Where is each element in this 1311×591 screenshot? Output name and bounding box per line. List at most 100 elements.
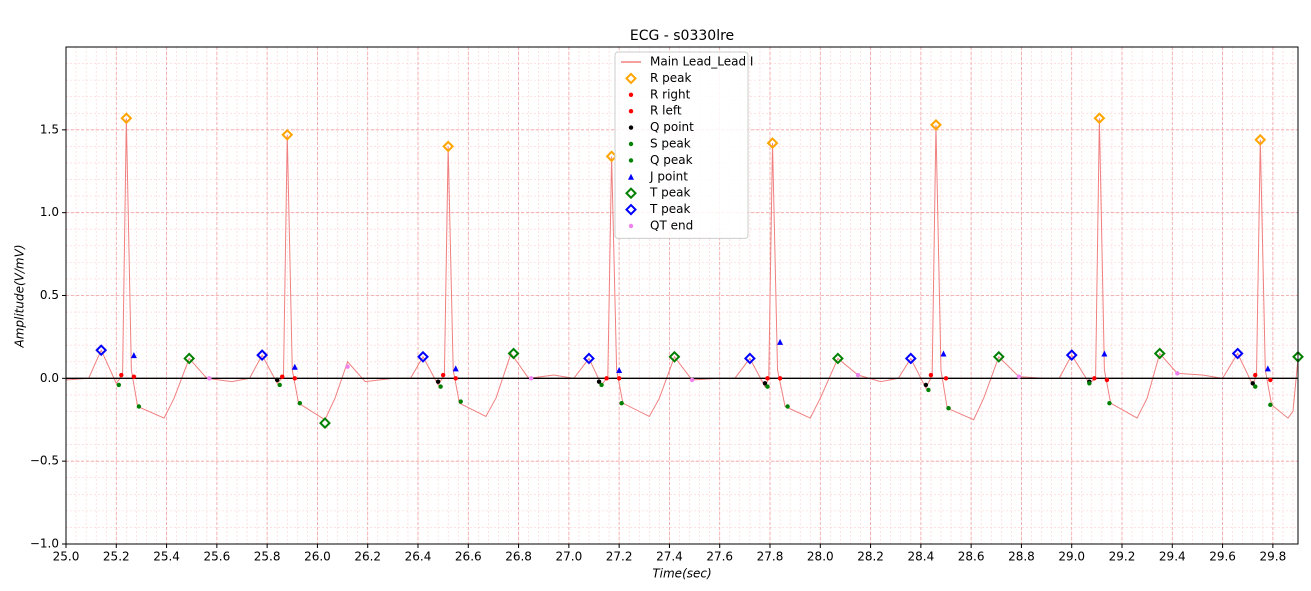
point-marker [785,404,790,409]
point-marker [940,350,947,357]
point-marker [1087,381,1092,386]
x-tick-label: 26.6 [455,550,482,564]
x-tick-label: 26.4 [405,550,432,564]
x-tick-label: 29.4 [1159,550,1186,564]
point-marker [130,352,137,359]
legend-label: Q point [650,120,694,134]
legend-label: R left [650,104,682,118]
point-marker [992,350,1005,363]
point-marker [762,381,768,386]
x-tick-label: 25.2 [103,550,130,564]
x-tick-label: 28.6 [958,550,985,564]
point-marker [831,352,844,365]
point-marker [1104,377,1110,383]
x-tick-label: 25.6 [203,550,230,564]
legend-swatch [625,187,637,200]
point-marker [440,372,446,378]
point-marker [256,349,269,362]
point-marker [943,376,949,381]
x-tick-label: 27.0 [555,550,582,564]
point-marker [1016,374,1022,379]
legend-swatch [628,223,634,229]
point-marker [1107,400,1112,406]
legend-label: QT end [650,219,693,233]
point-marker [855,372,861,378]
x-tick-label: 28.0 [807,550,834,564]
legend-label: T peak [649,186,690,200]
x-tick-label: 29.6 [1209,550,1236,564]
point-marker [765,376,770,381]
y-tick-label: 1.0 [40,205,59,219]
point-marker [599,382,604,388]
point-marker [1254,133,1267,146]
y-tick-label: −1.0 [30,537,59,551]
point-marker [275,377,280,383]
point-marker [1153,347,1166,360]
legend-label: Main Lead_Lead I [650,55,753,69]
legend-swatch [628,173,634,180]
point-marker [1231,347,1244,360]
point-marker [1101,350,1108,357]
legend-swatch [628,158,634,163]
point-marker [777,338,784,345]
point-marker [452,365,459,372]
point-marker [136,404,142,409]
point-marker [923,382,929,388]
point-marker [604,376,609,381]
y-tick-label: −0.5 [30,454,59,468]
point-marker [765,384,770,389]
point-marker [1065,349,1078,362]
x-tick-label: 29.0 [1058,550,1085,564]
legend-swatch [628,92,634,98]
point-marker [668,350,681,363]
point-marker [1175,371,1180,376]
point-marker [930,118,942,131]
point-marker [120,112,133,125]
point-marker [95,344,108,357]
point-marker [345,364,350,369]
legend-label: R peak [650,71,692,85]
point-marker [743,352,756,365]
legend-swatch [625,203,637,216]
point-marker [946,405,951,411]
point-marker [442,140,455,153]
point-marker [1092,376,1097,381]
x-tick-label: 27.6 [706,550,733,564]
y-axis-label: Amplitude(V/mV) [13,244,27,348]
point-marker [777,376,783,381]
point-marker [616,367,623,374]
point-marker [207,376,212,381]
x-tick-label: 28.2 [857,550,884,564]
legend-swatch [628,109,634,114]
point-marker [319,417,331,429]
point-marker [458,399,463,404]
x-tick-label: 25.0 [53,550,80,564]
point-marker [619,400,624,406]
x-tick-label: 29.8 [1259,550,1286,564]
point-marker [292,376,297,381]
point-marker [1264,365,1271,372]
point-marker [616,376,622,381]
x-tick-label: 26.8 [505,550,532,564]
point-marker [417,350,429,363]
x-tick-label: 28.8 [1008,550,1035,564]
point-marker [281,128,294,141]
legend-swatch [628,125,634,130]
point-marker [904,352,917,365]
x-tick-label: 28.4 [907,550,934,564]
x-tick-label: 29.2 [1109,550,1136,564]
y-tick-label: 0.5 [40,288,59,302]
point-marker [453,376,458,381]
point-marker [528,376,534,381]
point-marker [435,379,441,384]
point-marker [926,387,931,393]
legend-label: Q peak [650,153,693,167]
x-tick-label: 27.4 [656,550,683,564]
legend-label: S peak [650,137,691,151]
legend-box [614,51,749,239]
point-marker [438,384,443,389]
point-marker [689,377,695,383]
point-marker [583,352,595,365]
point-marker [928,372,934,378]
